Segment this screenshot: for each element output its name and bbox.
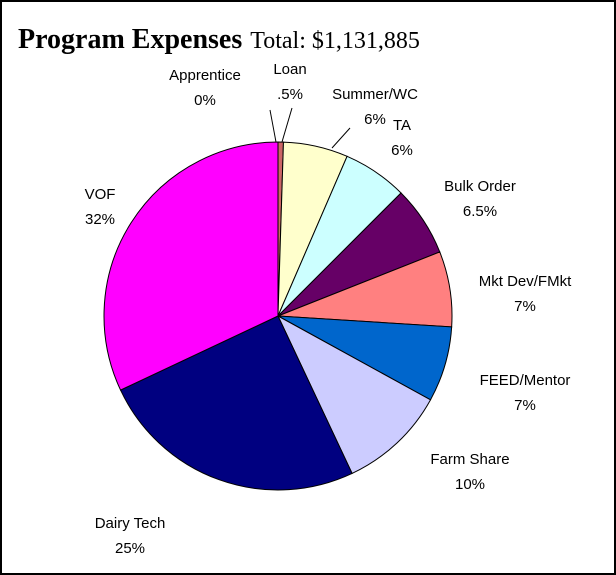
slice-label: Dairy Tech [95,515,166,532]
slice-value-label: 0% [194,92,216,109]
slice-label: FEED/Mentor [480,372,571,389]
slice-label: Loan [273,61,306,78]
slice-value-label: .5% [277,86,303,103]
slice-value-label: 6% [364,111,386,128]
leader-line [331,127,351,149]
pie-slice [119,315,353,491]
leader-line [269,109,277,143]
chart-title: Program Expenses [18,24,242,55]
slice-value-label: 6% [391,142,413,159]
slice-label: VOF [85,186,116,203]
slice-value-label: 25% [115,540,145,557]
slice-label: TA [393,117,411,134]
slice-label: Farm Share [430,451,509,468]
slice-value-label: 10% [455,476,485,493]
chart-heading: Program Expenses Total: $1,131,885 [18,24,420,55]
pie-slice [103,141,279,391]
chart-subtitle: Total: $1,131,885 [250,28,420,54]
slice-value-label: 7% [514,397,536,414]
slice-value-label: 32% [85,211,115,228]
slice-label: Bulk Order [444,178,516,195]
leader-lines [269,107,351,149]
slice-label: Mkt Dev/FMkt [479,273,572,290]
pie [103,141,453,491]
slice-label: Summer/WC [332,86,418,103]
slice-value-label: 6.5% [463,203,497,220]
pie-slice [276,314,432,475]
slice-value-label: 7% [514,298,536,315]
leader-line [281,107,293,143]
slice-label: Apprentice [169,67,241,84]
